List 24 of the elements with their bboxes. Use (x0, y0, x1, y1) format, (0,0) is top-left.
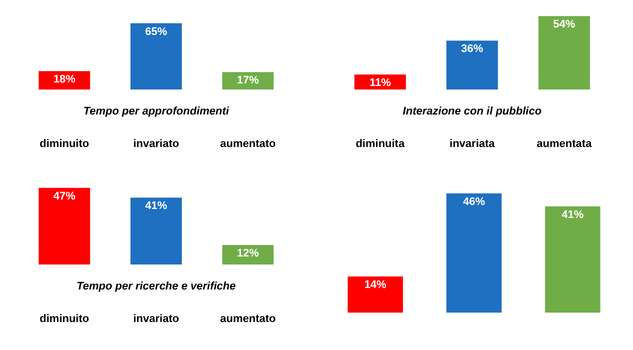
x-tick-label: invariato (133, 138, 180, 150)
data-label: 14% (364, 278, 387, 291)
x-tick-label: diminuito (40, 313, 90, 326)
x-tick-label: invariato (133, 313, 180, 326)
data-label: 41% (562, 208, 584, 221)
data-label: 41% (145, 200, 168, 212)
data-label: 17% (236, 74, 260, 87)
data-label: 36% (461, 43, 484, 56)
x-tick-label: invariata (450, 138, 496, 150)
x-tick-label: aumentata (536, 138, 593, 150)
text: Tempo per ricerche e verifiche (76, 280, 236, 293)
text: Tempo per approfondimenti (83, 106, 230, 118)
data-label: 46% (462, 196, 486, 208)
data-label: 12% (236, 247, 260, 260)
data-label: 47% (53, 190, 76, 202)
data-label: 54% (553, 18, 576, 31)
data-label: 65% (145, 26, 168, 38)
data-label: 18% (53, 74, 76, 86)
x-tick-label: aumentato (220, 138, 276, 150)
text: Interazione con il pubblico (402, 106, 542, 118)
x-tick-label: aumentato (220, 313, 276, 326)
data-label: 11% (369, 77, 392, 90)
x-tick-label: diminuito (40, 138, 90, 150)
x-tick-label: diminuita (356, 138, 406, 150)
